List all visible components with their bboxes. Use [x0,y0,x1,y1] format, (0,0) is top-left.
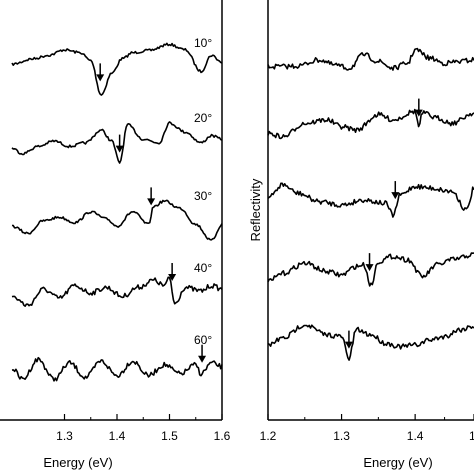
arrow-head [147,198,156,206]
angle-label: 40° [194,261,212,275]
series-line [267,108,474,140]
arrow-head [168,274,177,281]
arrow-head [115,145,124,153]
arrow-head [365,264,374,272]
left-x-axis-title: Energy (eV) [43,455,112,470]
arrow-head [414,109,423,117]
arrow-head [198,355,207,363]
arrow-head [391,192,400,200]
angle-label: 20° [194,111,212,125]
x-tick-label: 1.6 [214,429,231,443]
right-x-ticks: 1.2 1.3 1.4 1. [260,414,474,443]
angle-label: 10° [194,36,212,50]
left-x-ticks: 1.3 1.4 1.5 1.6 [56,414,231,443]
series-line [11,42,223,96]
series-line [11,356,223,382]
x-tick-label: 1.5 [161,429,178,443]
x-tick-label: 1.2 [260,429,277,443]
x-tick-label: 1.4 [109,429,126,443]
x-tick-label: 1.3 [56,429,73,443]
left-curves: 10° 20° 30° 40° 60° [11,36,223,382]
angle-label: 30° [194,189,212,203]
right-curves [267,47,474,361]
x-tick-label: 1. [469,429,474,443]
right-x-axis-title: Energy (eV) [363,455,432,470]
x-tick-label: 1.4 [407,429,424,443]
arrow-head [96,74,105,82]
arrow-head [344,341,353,349]
x-tick-label: 1.3 [333,429,350,443]
series-line [11,121,223,164]
series-line [267,47,474,71]
left-panel: 1.3 1.4 1.5 1.6 10° 20° 30° 40° 60° Energy (eV) [0,0,231,470]
series-line [11,199,223,241]
right-y-axis-title: Reflectivity [248,178,263,241]
series-line [267,182,474,218]
series-line [11,276,223,307]
right-panel: 1.2 1.3 1.4 1. Reflectivity Energy (eV) [248,0,474,470]
angle-label: 60° [194,333,212,347]
series-line [267,324,474,361]
series-line [267,252,474,287]
